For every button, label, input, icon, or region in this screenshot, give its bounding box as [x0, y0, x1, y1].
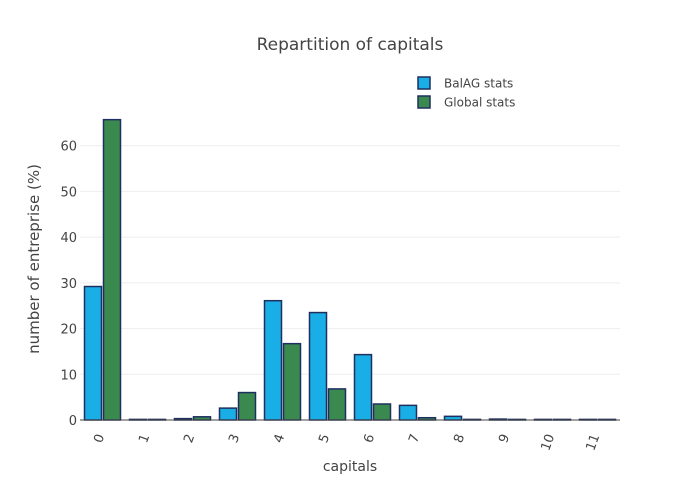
bar-global-3[interactable] — [237, 391, 257, 421]
x-tick-label: 1 — [136, 432, 153, 445]
grid-lines — [80, 145, 620, 375]
bars[interactable] — [83, 118, 617, 421]
x-tick-label: 4 — [271, 432, 288, 445]
legend-label-global[interactable]: Global stats — [444, 96, 515, 110]
legend[interactable]: BalAG stats Global stats — [417, 76, 515, 110]
y-tick-label: 0 — [69, 414, 77, 429]
bar-balag-4[interactable] — [263, 299, 283, 421]
x-tick-label: 9 — [496, 432, 513, 445]
bar-balag-7[interactable] — [398, 404, 418, 421]
legend-label-balag[interactable]: BalAG stats — [444, 77, 513, 91]
y-tick-label: 10 — [60, 368, 77, 383]
y-tick-label: 60 — [60, 140, 77, 155]
x-tick-label: 6 — [361, 432, 378, 445]
bar-global-0[interactable] — [102, 118, 122, 421]
bar-balag-3[interactable] — [218, 407, 238, 421]
chart-title: Repartition of capitals — [257, 35, 444, 55]
bar-balag-6[interactable] — [353, 353, 373, 421]
x-tick-label: 11 — [584, 432, 604, 453]
x-tick-label: 5 — [316, 432, 333, 445]
x-axis-title: capitals — [323, 459, 377, 475]
x-tick-label: 0 — [91, 432, 108, 445]
y-tick-label: 20 — [60, 323, 77, 338]
bar-balag-0[interactable] — [83, 285, 103, 421]
x-tick-label: 3 — [226, 432, 243, 445]
legend-swatch-global[interactable] — [417, 95, 431, 109]
bar-global-4[interactable] — [282, 342, 302, 421]
bar-global-5[interactable] — [327, 388, 347, 421]
bar-global-6[interactable] — [372, 403, 392, 421]
y-axis-title: number of entreprise (%) — [25, 164, 43, 354]
bar-balag-8[interactable] — [443, 415, 463, 421]
y-tick-label: 50 — [60, 185, 77, 200]
y-tick-label: 30 — [60, 277, 77, 292]
legend-swatch-balag[interactable] — [417, 76, 431, 90]
bar-balag-5[interactable] — [308, 311, 328, 421]
x-tick-label: 2 — [181, 432, 198, 445]
x-tick-label: 10 — [539, 432, 559, 453]
y-tick-label: 40 — [60, 231, 77, 246]
x-tick-label: 7 — [406, 432, 423, 445]
x-tick-label: 8 — [451, 432, 468, 445]
